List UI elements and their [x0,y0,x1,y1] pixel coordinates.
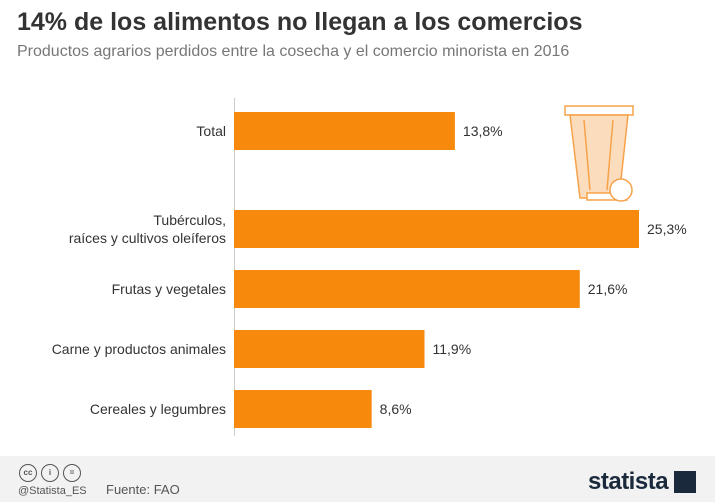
source-note: Fuente: FAO [106,482,180,497]
category-label: Carne y productos animales [52,341,226,357]
bar-value-label: 21,6% [588,281,628,297]
nd-icon: = [63,464,81,482]
category-label: Tubérculos, raíces y cultivos oleíferos [69,212,226,246]
bar [234,210,639,248]
bar-value-label: 25,3% [647,221,687,237]
footer: cc i = @Statista_ES Fuente: FAO statista [0,456,715,502]
by-icon: i [41,464,59,482]
bar [234,112,455,150]
bar-value-label: 13,8% [463,123,503,139]
cc-icon: cc [19,464,37,482]
bar [234,270,580,308]
statista-logo-icon [674,471,696,493]
bar [234,330,425,368]
statista-logo[interactable]: statista [588,468,669,495]
license-icons: cc i = [19,464,81,482]
category-label: Total [196,123,226,139]
category-label: Cereales y legumbres [90,401,226,417]
chart-subtitle: Productos agrarios perdidos entre la cos… [17,43,570,60]
trash-bin-icon [564,105,634,202]
bar [234,390,372,428]
bar-value-label: 8,6% [380,401,412,417]
bar-value-label: 11,9% [432,341,471,357]
chart-title: 14% de los alimentos no llegan a los com… [17,8,583,36]
category-label: Frutas y vegetales [112,281,226,297]
bar-chart: 13,8% Total 25,3% Tubérculos, raíces y culti… [52,98,687,436]
twitter-handle[interactable]: @Statista_ES [18,485,87,497]
